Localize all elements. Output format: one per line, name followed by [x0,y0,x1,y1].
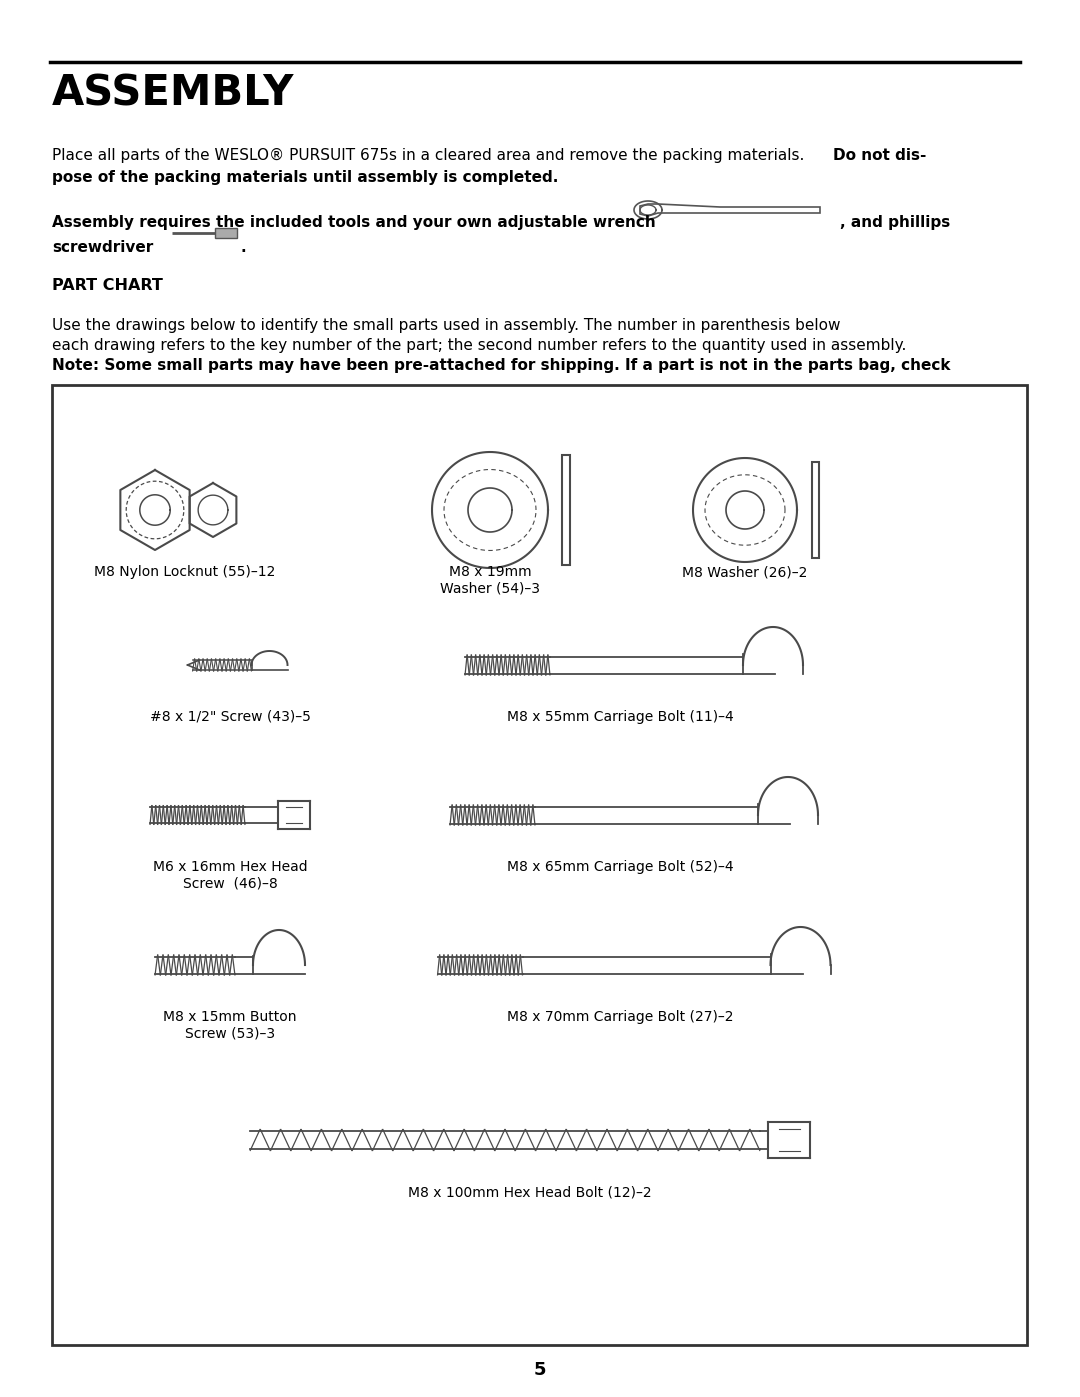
Text: Note: Some small parts may have been pre-attached for shipping. If a part is not: Note: Some small parts may have been pre… [52,358,950,373]
Text: PART CHART: PART CHART [52,278,163,293]
Text: screwdriver: screwdriver [52,240,153,256]
Bar [52,386,1027,1345]
Text: .: . [240,240,245,256]
Bar [811,462,819,557]
Text: Assembly requires the included tools and your own adjustable wrench: Assembly requires the included tools and… [52,215,656,231]
Text: M8 Nylon Locknut (55)–12: M8 Nylon Locknut (55)–12 [94,564,275,578]
Text: M6 x 16mm Hex Head
Screw  (46)–8: M6 x 16mm Hex Head Screw (46)–8 [152,861,308,890]
Text: M8 x 65mm Carriage Bolt (52)–4: M8 x 65mm Carriage Bolt (52)–4 [507,861,733,875]
Text: M8 x 55mm Carriage Bolt (11)–4: M8 x 55mm Carriage Bolt (11)–4 [507,710,733,724]
Text: M8 x 100mm Hex Head Bolt (12)–2: M8 x 100mm Hex Head Bolt (12)–2 [408,1185,652,1199]
Text: M8 x 15mm Button
Screw (53)–3: M8 x 15mm Button Screw (53)–3 [163,1010,297,1041]
Text: each drawing refers to the key number of the part; the second number refers to t: each drawing refers to the key number of… [52,338,906,353]
Text: ASSEMBLY: ASSEMBLY [52,73,295,115]
Text: pose of the packing materials until assembly is completed.: pose of the packing materials until asse… [52,170,558,184]
Text: Do not dis-: Do not dis- [833,148,927,163]
Text: M8 x 70mm Carriage Bolt (27)–2: M8 x 70mm Carriage Bolt (27)–2 [507,1010,733,1024]
Text: 5: 5 [534,1361,546,1379]
Text: #8 x 1/2" Screw (43)–5: #8 x 1/2" Screw (43)–5 [149,710,310,724]
Bar [562,455,570,566]
Text: M8 x 19mm
Washer (54)–3: M8 x 19mm Washer (54)–3 [440,564,540,595]
Text: , and phillips: , and phillips [840,215,950,231]
Bar [215,228,237,237]
Text: M8 Washer (26)–2: M8 Washer (26)–2 [683,564,808,578]
Text: Place all parts of the WESLO® PURSUIT 675s in a cleared area and remove the pack: Place all parts of the WESLO® PURSUIT 67… [52,148,809,163]
Text: Use the drawings below to identify the small parts used in assembly. The number : Use the drawings below to identify the s… [52,319,840,332]
